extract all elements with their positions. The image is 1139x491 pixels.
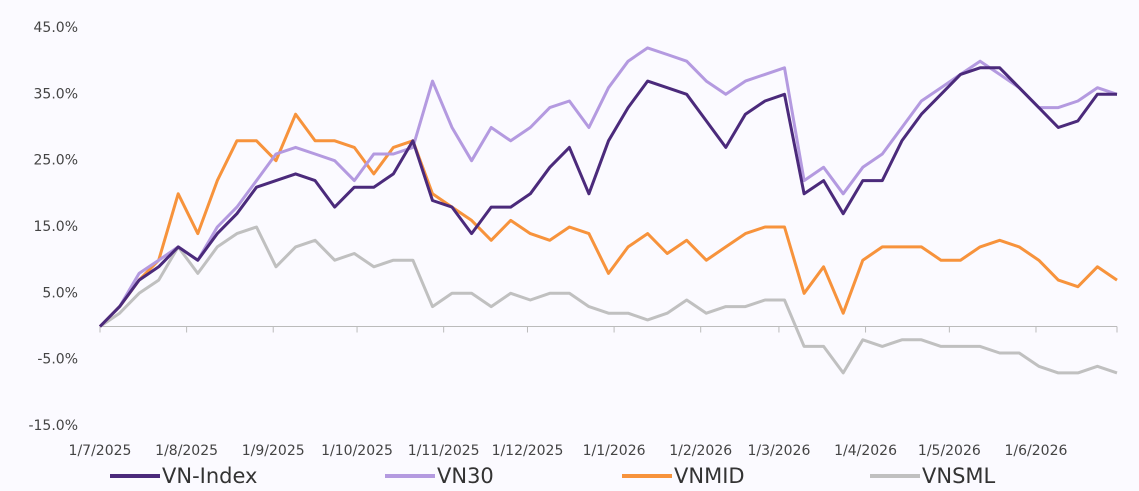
x-tick-label: 1/3/2026 [747, 443, 810, 459]
y-tick-label: 25.0% [34, 153, 78, 169]
legend-label: VNSML [922, 464, 996, 488]
legend-label: VNMID [674, 464, 745, 488]
x-tick-label: 1/4/2026 [834, 443, 897, 459]
x-tick-label: 1/8/2025 [155, 443, 218, 459]
x-tick-label: 1/5/2026 [918, 443, 981, 459]
x-tick-label: 1/2/2026 [669, 443, 732, 459]
x-tick-label: 1/1/2026 [583, 443, 646, 459]
series-line [99, 225, 1118, 375]
x-tick-label: 1/10/2025 [321, 443, 393, 459]
x-tick-label: 1/12/2025 [492, 443, 564, 459]
y-tick-label: 35.0% [34, 86, 78, 102]
series-line [98, 112, 1118, 328]
x-tick-label: 1/9/2025 [242, 443, 305, 459]
y-tick-label: 45.0% [34, 20, 78, 36]
legend-label: VN30 [437, 464, 494, 488]
y-tick-label: -5.0% [37, 352, 78, 368]
series-line [98, 46, 1118, 328]
x-tick-label: 1/7/2025 [69, 443, 132, 459]
y-tick-label: -15.0% [28, 418, 78, 434]
y-tick-label: 15.0% [34, 219, 78, 235]
x-tick-label: 1/11/2025 [408, 443, 480, 459]
legend-label: VN-Index [162, 464, 257, 488]
x-tick-label: 1/6/2026 [1005, 443, 1068, 459]
y-tick-label: 5.0% [42, 285, 78, 301]
series-line [98, 66, 1117, 328]
